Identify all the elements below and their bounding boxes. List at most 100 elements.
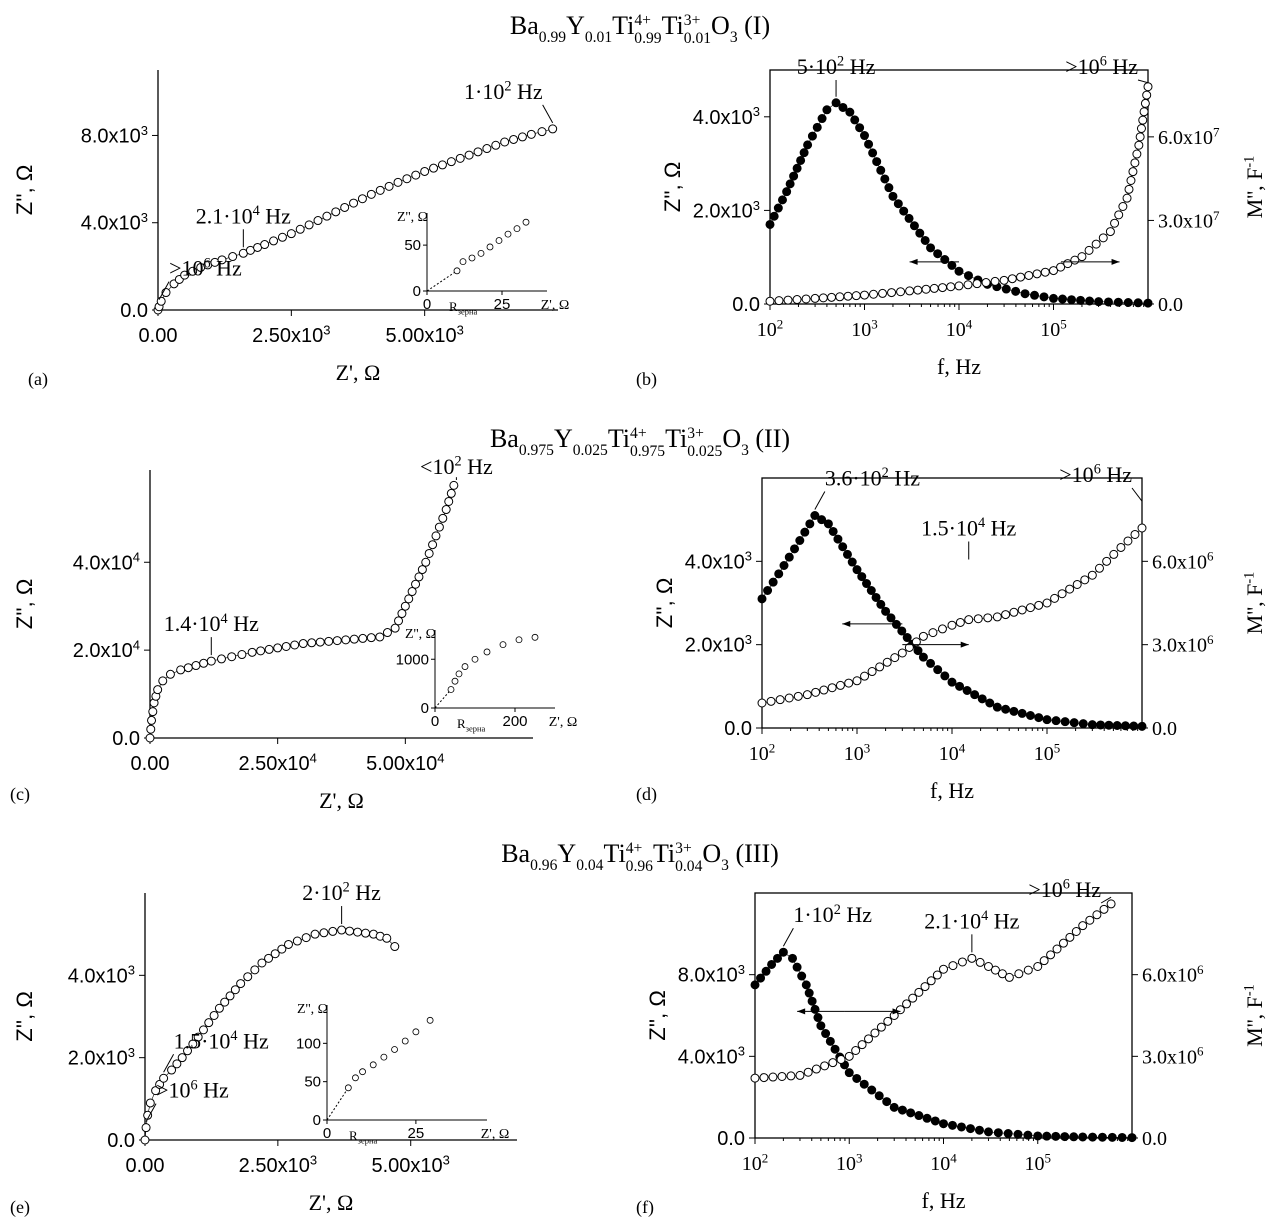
data-point xyxy=(1124,184,1134,194)
data-point xyxy=(1025,711,1035,720)
data-point xyxy=(955,617,965,627)
y2-tick-label: 6.0x106 xyxy=(1152,549,1214,574)
data-point xyxy=(1137,721,1147,731)
data-point xyxy=(896,287,906,297)
data-point xyxy=(1140,98,1150,108)
panel-e: 0.00 2.50x103 5.00x103 0.0 2.0x103 4.0x103 Z',… xyxy=(10,880,517,1218)
data-point xyxy=(332,636,342,646)
x-tick-label: 2.50x103 xyxy=(252,322,330,347)
data-point xyxy=(444,496,454,506)
annotation-arrow xyxy=(1100,896,1112,904)
inset-x-tick-label: 0 xyxy=(323,1125,331,1142)
data-point xyxy=(997,969,1007,979)
data-point xyxy=(324,636,334,646)
row-title: Ba0.96​Y0.04​Ti4+0.96​Ti3+0.04​O3​ (III) xyxy=(501,839,779,875)
data-point xyxy=(757,698,767,708)
data-point xyxy=(537,127,547,137)
y-axis-label: Z'', Ω xyxy=(652,578,677,629)
data-point xyxy=(341,635,351,645)
inset-data-point xyxy=(495,237,503,244)
x-axis-label: f, Hz xyxy=(937,354,981,379)
data-point xyxy=(349,634,359,644)
data-point xyxy=(769,211,779,221)
y-axis-label: Z'', Ω xyxy=(12,991,37,1042)
data-point xyxy=(825,1036,835,1046)
data-point xyxy=(750,980,760,990)
x-axis-label: Z', Ω xyxy=(309,1190,354,1215)
data-point xyxy=(811,1064,821,1074)
data-point xyxy=(788,953,798,963)
inset-data-point xyxy=(468,254,476,262)
data-point xyxy=(145,733,155,743)
data-point xyxy=(1017,708,1027,718)
y-tick-label: 2.0x103 xyxy=(685,632,752,657)
inset-x-tick-label: 0 xyxy=(423,296,431,313)
data-point xyxy=(904,642,914,652)
y-axis-label: Z'', Ω xyxy=(12,579,37,630)
data-point xyxy=(1042,598,1052,608)
data-point xyxy=(1078,1132,1088,1142)
data-point xyxy=(260,240,270,250)
data-point xyxy=(1051,716,1061,726)
data-point xyxy=(876,1022,886,1032)
data-point xyxy=(888,191,898,201)
data-point xyxy=(1117,1132,1127,1142)
data-point xyxy=(915,228,925,238)
inset-data-point xyxy=(412,1028,420,1036)
data-point xyxy=(153,685,163,695)
data-point xyxy=(1058,294,1068,304)
inset-extrapolation xyxy=(426,270,458,292)
data-point xyxy=(1069,718,1079,728)
data-point xyxy=(785,179,795,189)
data-point xyxy=(765,219,775,229)
data-point xyxy=(204,1018,214,1028)
data-point xyxy=(1023,1130,1033,1140)
data-point xyxy=(859,1079,869,1089)
data-point xyxy=(886,613,896,623)
annotation-arrow xyxy=(1131,487,1143,502)
data-point xyxy=(801,980,811,990)
inset-data-point xyxy=(522,218,530,226)
annotation-label: >106 Hz xyxy=(1028,877,1101,902)
data-point xyxy=(811,687,821,697)
data-point xyxy=(802,690,812,700)
data-point xyxy=(269,236,279,246)
data-point xyxy=(1084,245,1094,255)
data-point xyxy=(913,646,923,656)
data-point xyxy=(845,107,855,117)
inset-rgrain-label: Rзерна xyxy=(449,299,477,316)
data-point xyxy=(928,628,938,638)
x-tick-label: 103 xyxy=(836,1150,863,1175)
data-point xyxy=(1078,921,1088,931)
data-point xyxy=(247,647,257,657)
data-point xyxy=(992,612,1002,622)
inset-x-tick-label: 25 xyxy=(494,296,511,313)
data-point xyxy=(176,665,186,675)
data-point xyxy=(795,1070,805,1080)
data-point xyxy=(828,1058,838,1068)
arrow-head xyxy=(842,620,851,627)
data-point xyxy=(140,1135,150,1145)
data-point xyxy=(353,927,363,937)
data-point xyxy=(349,198,359,208)
row-title: Ba0.99​Y0.01​Ti4+0.99​Ti3+0.01​O3​ (I) xyxy=(510,11,770,47)
data-point xyxy=(345,926,355,936)
data-point xyxy=(789,171,799,181)
data-point xyxy=(1098,233,1108,243)
data-point xyxy=(983,1127,993,1137)
data-point xyxy=(191,661,201,671)
data-point xyxy=(830,1044,840,1054)
data-point xyxy=(1049,293,1058,303)
data-point xyxy=(947,677,957,687)
data-point xyxy=(963,271,973,281)
data-point xyxy=(404,594,414,604)
inset-data-point xyxy=(447,686,455,693)
x-tick-label: 104 xyxy=(946,316,973,341)
data-point xyxy=(1004,972,1014,982)
data-point xyxy=(973,614,983,624)
data-point xyxy=(500,137,510,147)
x-tick-label: 103 xyxy=(851,316,878,341)
data-point xyxy=(517,132,527,142)
data-point xyxy=(860,671,870,681)
